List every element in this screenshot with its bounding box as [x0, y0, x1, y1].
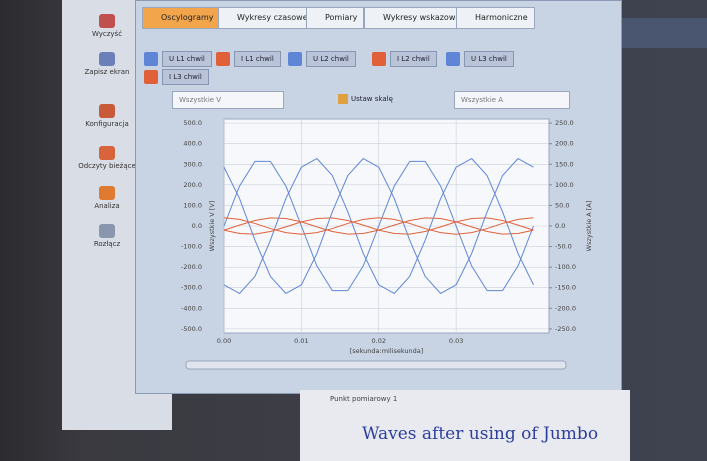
tab[interactable]: Wykresy czasowe [218, 7, 315, 29]
legend-entry[interactable]: U L3 chwil [464, 51, 514, 67]
y-tick-label: 100.0 [183, 201, 202, 209]
legend-entry[interactable]: I L1 chwil [234, 51, 281, 67]
x-tick-label: 0.00 [217, 337, 231, 345]
sidebar-label: Odczyty bieżące [78, 162, 136, 170]
y2-tick-label: 0.0 [555, 222, 565, 230]
tab[interactable]: Harmoniczne [456, 7, 535, 29]
chart: 500.0 400.0 300.0 200.0 100.0 0.0 -100.0 -200.0… [136, 111, 621, 391]
y2-tick-label: -50.0 [555, 243, 572, 251]
legend-swatch [288, 52, 302, 66]
y-tick-label: 300.0 [183, 160, 202, 168]
y-axis-label: Wszystkie V [V] [208, 201, 216, 252]
y2-tick-label: -250.0 [555, 325, 576, 333]
y2-tick-label: 50.0 [555, 201, 569, 209]
x-tick-label: 0.03 [449, 337, 463, 345]
y2-tick-label: 150.0 [555, 160, 574, 168]
screen: Wyczyść Zapisz ekran Konfiguracja Odczyt… [0, 0, 707, 461]
legend-entry[interactable]: U L1 chwil [162, 51, 212, 67]
y-tick-label: -200.0 [181, 263, 202, 271]
y-tick-label: 500.0 [183, 119, 202, 127]
y2-tick-label: -100.0 [555, 263, 576, 271]
legend-entry[interactable]: I L2 chwil [390, 51, 437, 67]
select[interactable]: Wszystkie A [454, 91, 570, 109]
y-tick-label: -300.0 [181, 284, 202, 292]
sidebar-label: Wyczyść [92, 30, 122, 38]
scrollbar [186, 361, 566, 369]
y-tick-label: -400.0 [181, 304, 202, 312]
y2-axis-label: Wszystkie A [A] [585, 201, 593, 252]
tree-item[interactable]: Punkt pomiarowy 1 [330, 395, 397, 403]
legend-swatch [144, 70, 158, 84]
y2-tick-label: -150.0 [555, 284, 576, 292]
legend-swatch [144, 52, 158, 66]
tab[interactable]: Pomiary [306, 7, 364, 29]
y-tick-label: 200.0 [183, 181, 202, 189]
caption: Waves after using of Jumbo [362, 424, 598, 444]
y-tick-label: 0.0 [192, 222, 202, 230]
legend-swatch [216, 52, 230, 66]
sidebar-label: Zapisz ekran [85, 68, 130, 76]
button-label: Ustaw skalę [351, 95, 393, 103]
y2-tick-label: 100.0 [555, 181, 574, 189]
x-axis-label: [sekunda:milisekunda] [350, 347, 424, 355]
app-window: Oscylogramy Wykresy czasowe Pomiary Wykr… [135, 0, 622, 394]
y2-tick-label: -200.0 [555, 304, 576, 312]
tab[interactable]: Oscylogramy [142, 7, 221, 29]
x-tick-label: 0.02 [372, 337, 386, 345]
x-tick-label: 0.01 [294, 337, 308, 345]
legend-entry[interactable]: I L3 chwil [162, 69, 209, 85]
legend-swatch [372, 52, 386, 66]
sidebar-label: Konfiguracja [85, 120, 129, 128]
y2-tick-label: 250.0 [555, 119, 574, 127]
right-panel [620, 18, 707, 48]
y-tick-label: -500.0 [181, 325, 202, 333]
sidebar-label: Analiza [94, 202, 119, 210]
y-tick-label: 400.0 [183, 140, 202, 148]
button[interactable]: Ustaw skalę [338, 91, 393, 107]
y2-tick-label: 200.0 [555, 140, 574, 148]
tab[interactable]: Wykresy wskazowe [364, 7, 467, 29]
select[interactable]: Wszystkie V [172, 91, 284, 109]
y-tick-label: -100.0 [181, 243, 202, 251]
legend-swatch [446, 52, 460, 66]
sidebar-label: Rozłącz [94, 240, 120, 248]
legend-entry[interactable]: U L2 chwil [306, 51, 356, 67]
